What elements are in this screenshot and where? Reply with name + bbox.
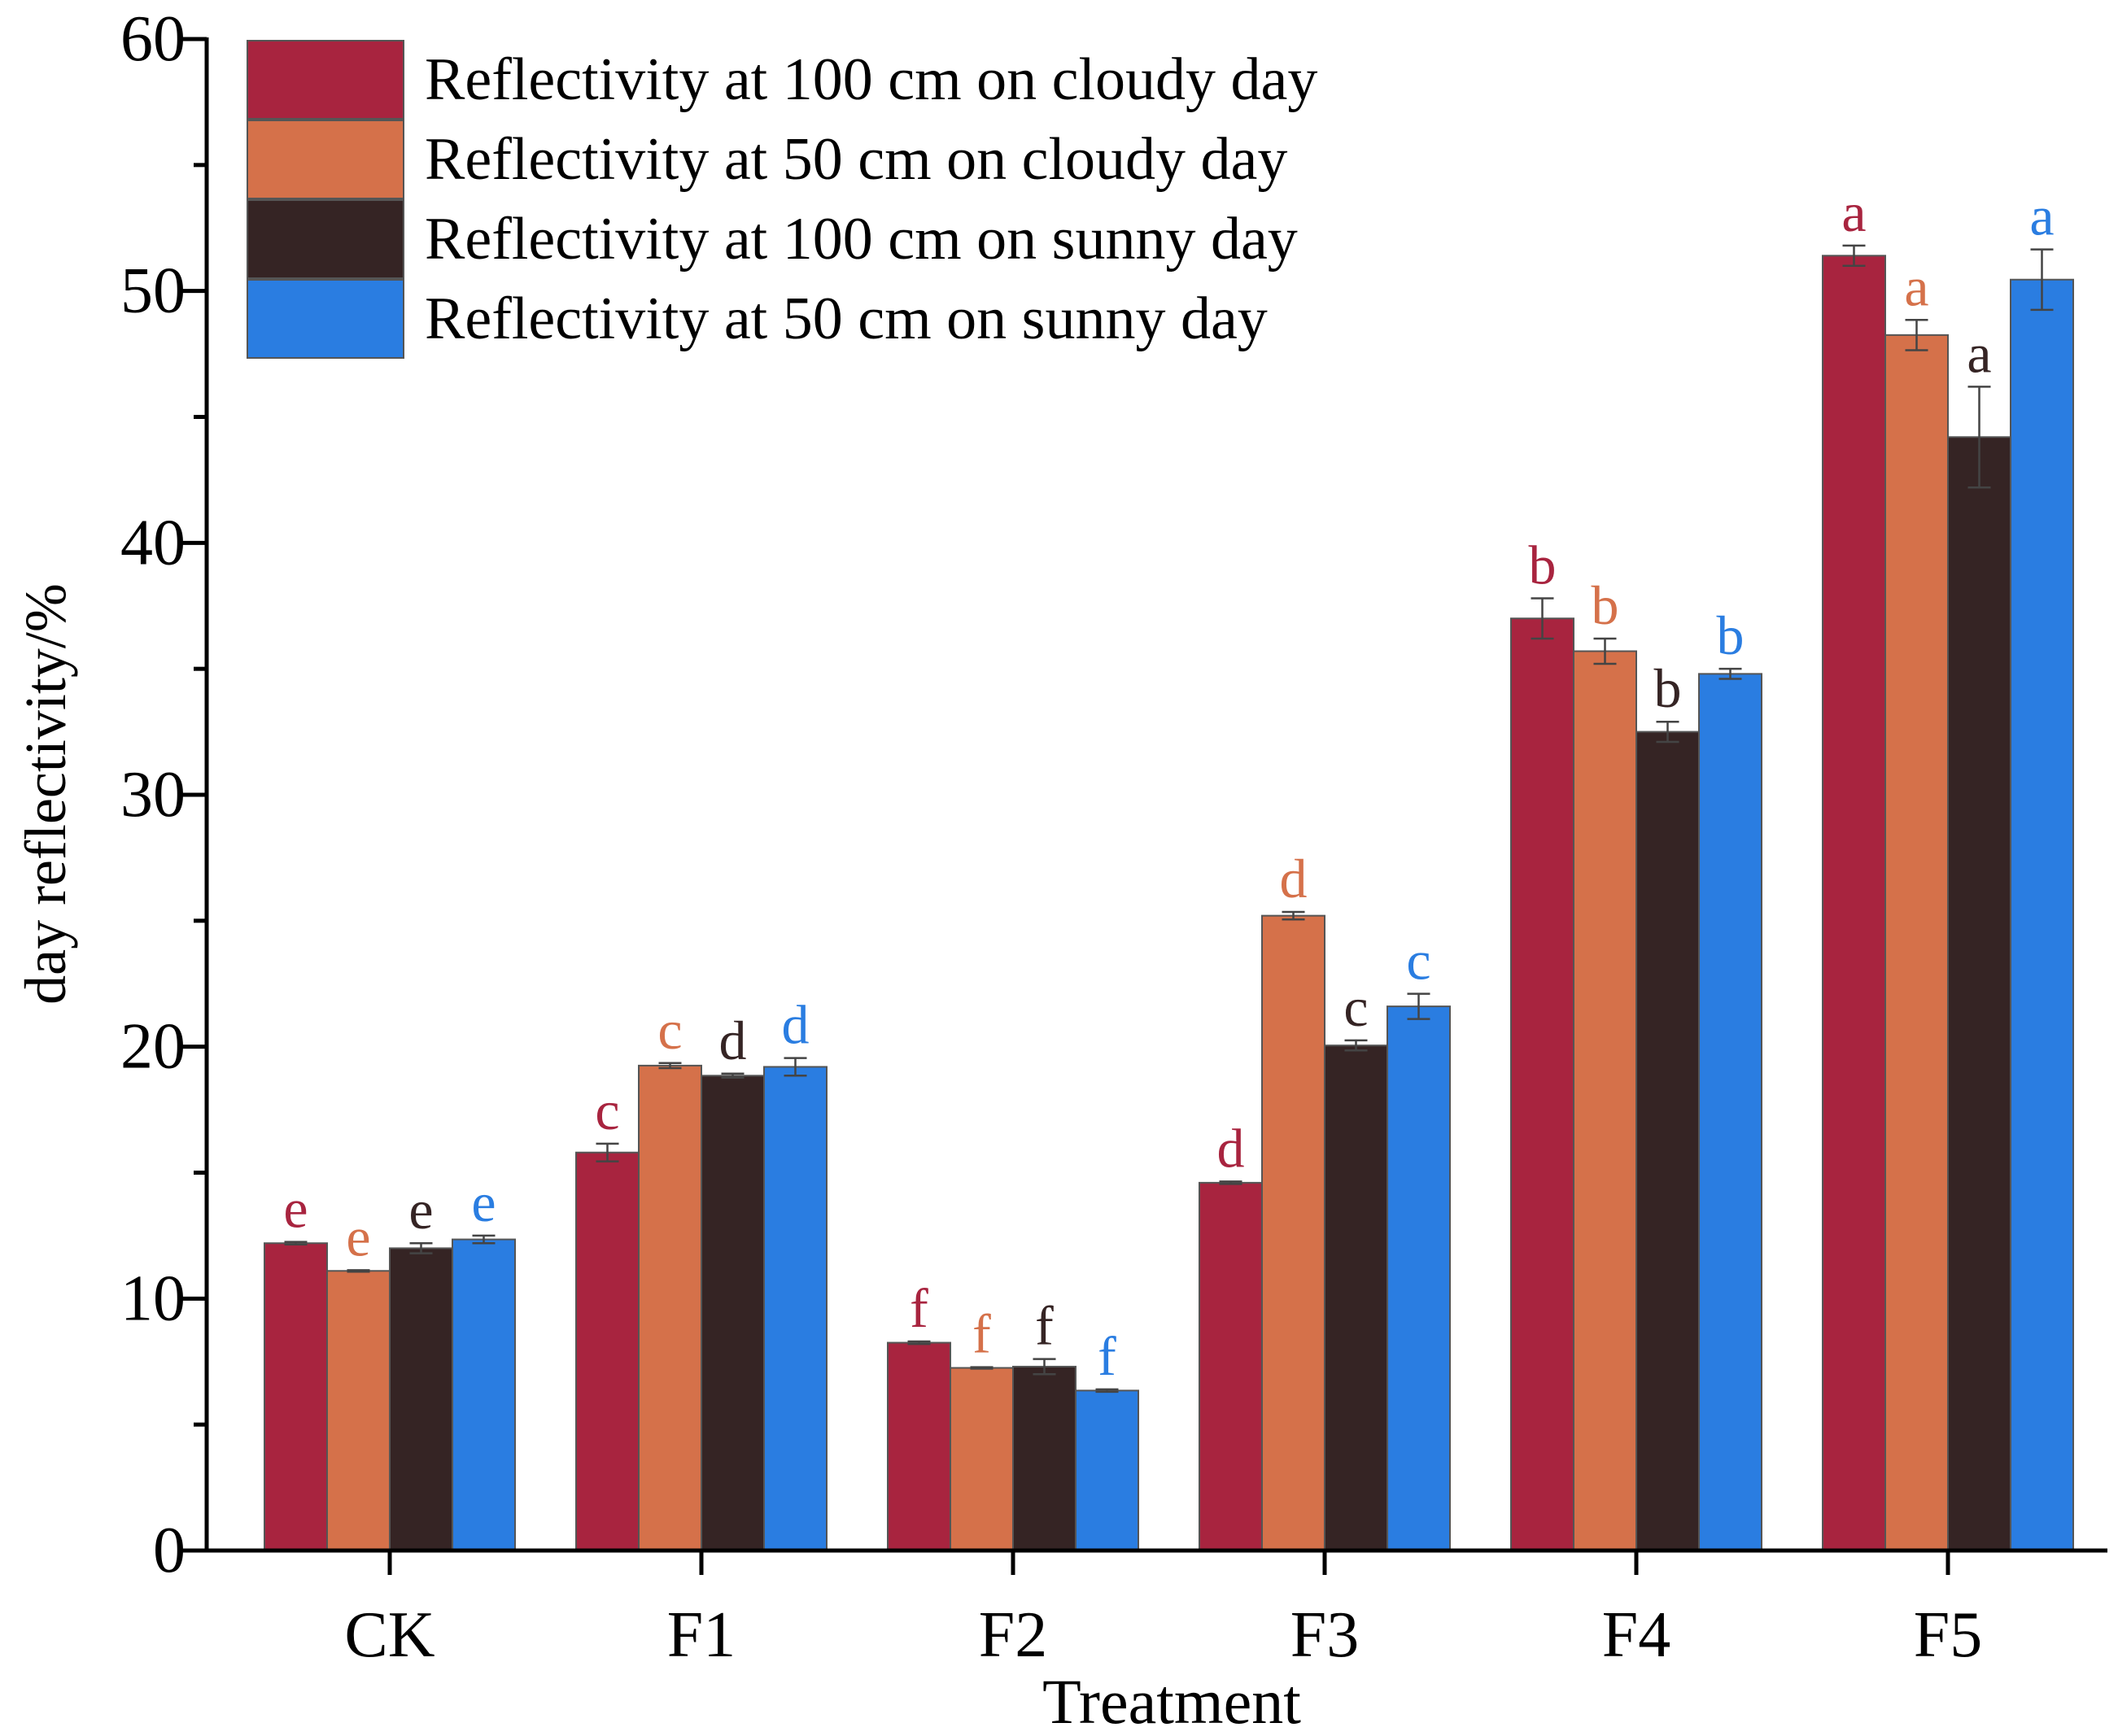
significance-letter: e xyxy=(471,1171,496,1233)
bar xyxy=(1573,650,1637,1551)
bar xyxy=(1075,1389,1139,1552)
significance-letter: d xyxy=(1280,848,1308,909)
x-axis-label: Treatment xyxy=(1042,1666,1301,1736)
significance-letter: e xyxy=(346,1206,370,1267)
significance-letter: c xyxy=(657,999,682,1061)
bar xyxy=(1947,436,2011,1551)
significance-letter: b xyxy=(1529,534,1557,595)
significance-letter: d xyxy=(782,994,810,1056)
significance-letter: b xyxy=(1717,604,1745,666)
bar xyxy=(950,1367,1014,1552)
significance-letter: a xyxy=(1967,322,1991,384)
bar xyxy=(1261,914,1325,1551)
bar xyxy=(1012,1365,1076,1552)
bar xyxy=(1387,1005,1451,1551)
legend-label: Reflectivity at 50 cm on cloudy day xyxy=(425,126,1287,193)
bar xyxy=(638,1064,702,1552)
significance-letter: e xyxy=(283,1178,308,1240)
y-tick-label: 20 xyxy=(120,1011,186,1083)
significance-letter: c xyxy=(1406,930,1430,992)
bar xyxy=(1822,255,1886,1551)
bar xyxy=(2010,278,2074,1551)
significance-letter: f xyxy=(910,1277,928,1339)
significance-letter: d xyxy=(1217,1117,1245,1179)
bar xyxy=(326,1270,391,1552)
bar xyxy=(1635,731,1700,1551)
x-tick-label: F1 xyxy=(667,1599,736,1671)
significance-letter: b xyxy=(1592,574,1619,636)
bar xyxy=(1324,1045,1388,1551)
y-axis-label: day reflectivity/% xyxy=(13,583,78,1005)
legend-swatch xyxy=(247,40,404,120)
bar xyxy=(1698,673,1762,1551)
x-tick-label: F5 xyxy=(1914,1599,1983,1671)
bar xyxy=(1510,617,1574,1552)
significance-letter: e xyxy=(408,1179,433,1241)
x-tick-label: F3 xyxy=(1290,1599,1360,1671)
x-tick-label: F4 xyxy=(1602,1599,1671,1671)
significance-letter: d xyxy=(719,1010,747,1071)
legend: Reflectivity at 100 cm on cloudy day Refl… xyxy=(247,40,1317,359)
bar xyxy=(1884,334,1949,1552)
significance-letter: c xyxy=(1343,976,1368,1038)
bar xyxy=(887,1341,951,1552)
legend-swatch xyxy=(247,199,404,279)
x-tick-label: CK xyxy=(344,1599,435,1671)
legend-label: Reflectivity at 100 cm on cloudy day xyxy=(425,46,1317,113)
significance-letter: b xyxy=(1654,657,1682,719)
significance-letter: a xyxy=(1904,255,1928,317)
legend-label: Reflectivity at 100 cm on sunny day xyxy=(425,206,1298,273)
significance-letter: a xyxy=(2029,185,2054,247)
bar xyxy=(389,1247,453,1552)
ticks-layer: 0 10 20 30 40 50 60 CK F1 F2 F3 F4 F5 xyxy=(120,3,1982,1671)
legend-swatch xyxy=(247,279,404,359)
significance-letter: f xyxy=(1098,1325,1116,1387)
significance-letter: a xyxy=(1841,181,1866,243)
x-tick-label: F2 xyxy=(979,1599,1048,1671)
bar xyxy=(575,1151,640,1552)
y-tick-label: 0 xyxy=(153,1515,186,1586)
bar xyxy=(264,1242,328,1551)
y-tick-label: 40 xyxy=(120,507,186,578)
bar xyxy=(701,1075,765,1551)
bar xyxy=(452,1238,516,1551)
y-tick-label: 60 xyxy=(120,3,186,75)
significance-letter: f xyxy=(972,1303,991,1365)
legend-swatch xyxy=(247,120,404,199)
y-tick-label: 10 xyxy=(120,1263,186,1334)
y-tick-label: 50 xyxy=(120,255,186,327)
bar xyxy=(763,1066,828,1551)
bar xyxy=(1199,1181,1263,1552)
y-tick-label: 30 xyxy=(120,759,186,831)
significance-letter: f xyxy=(1035,1295,1054,1357)
significance-letter: c xyxy=(595,1080,619,1141)
legend-label: Reflectivity at 50 cm on sunny day xyxy=(425,286,1268,352)
